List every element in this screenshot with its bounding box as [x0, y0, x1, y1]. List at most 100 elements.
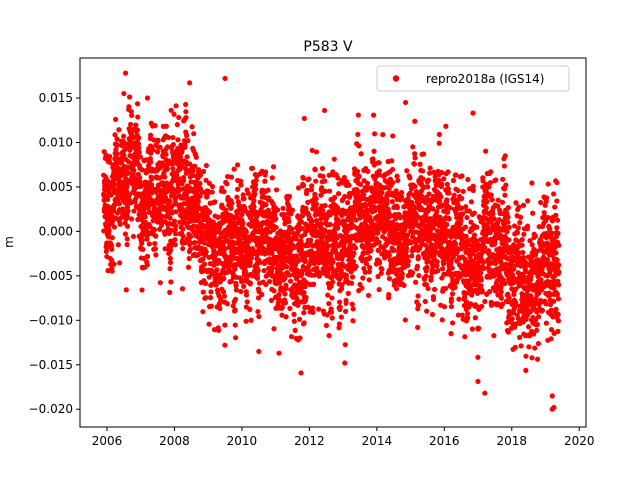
data-point: [249, 235, 255, 241]
data-point: [175, 137, 181, 143]
data-point: [122, 70, 129, 76]
data-point: [269, 265, 275, 271]
data-point: [173, 172, 180, 178]
data-point: [519, 236, 525, 243]
data-point: [502, 280, 508, 286]
legend-marker: [392, 75, 400, 82]
data-point: [529, 180, 535, 186]
data-point: [172, 242, 178, 248]
data-point: [124, 236, 130, 242]
data-point: [465, 176, 471, 183]
data-point: [365, 292, 372, 299]
data-point: [502, 224, 508, 230]
data-point: [229, 200, 235, 206]
data-point: [312, 191, 318, 197]
data-point: [325, 292, 331, 298]
data-point: [482, 390, 488, 396]
data-point: [206, 209, 213, 215]
data-point: [556, 262, 562, 268]
data-point: [310, 281, 317, 287]
data-point: [187, 80, 193, 86]
data-point: [234, 162, 241, 168]
data-point: [127, 94, 133, 100]
x-tick-label: 2010: [227, 434, 258, 448]
data-point: [299, 268, 305, 274]
data-point: [279, 312, 285, 318]
data-point: [366, 277, 372, 283]
data-point: [300, 182, 307, 189]
data-point: [468, 199, 475, 205]
data-point: [302, 283, 308, 290]
data-point: [322, 178, 328, 184]
data-point: [338, 314, 344, 320]
data-point: [512, 344, 518, 351]
data-point: [335, 175, 341, 181]
data-point: [490, 211, 496, 217]
data-point: [439, 317, 445, 323]
data-point: [201, 261, 208, 267]
data-point: [355, 189, 361, 195]
data-point: [135, 141, 142, 147]
data-point: [532, 233, 538, 239]
data-point: [167, 198, 173, 204]
data-point: [286, 193, 293, 199]
data-point: [363, 261, 370, 267]
data-point: [367, 214, 373, 220]
data-point: [460, 188, 466, 194]
data-point: [326, 333, 332, 339]
legend-label: repro2018a (IGS14): [426, 72, 544, 86]
data-point: [124, 214, 130, 220]
data-point: [276, 275, 282, 282]
data-point: [174, 122, 180, 128]
data-point: [435, 268, 441, 274]
data-point: [303, 205, 309, 212]
data-point: [425, 184, 431, 190]
data-point: [474, 224, 480, 230]
data-point: [296, 316, 303, 322]
data-point: [556, 269, 562, 275]
data-point: [393, 286, 400, 292]
data-point: [278, 228, 284, 234]
data-point: [182, 144, 188, 150]
data-point: [164, 189, 170, 195]
data-point: [534, 356, 541, 362]
y-tick-label: 0.005: [39, 180, 73, 194]
data-point: [179, 148, 185, 154]
data-point: [413, 279, 419, 285]
data-point: [350, 258, 357, 265]
data-point: [162, 174, 168, 180]
data-point: [277, 280, 283, 286]
data-point: [321, 227, 328, 233]
data-point: [190, 168, 196, 174]
data-point: [292, 327, 298, 333]
data-point: [253, 186, 259, 192]
data-point: [548, 307, 554, 313]
data-point: [222, 75, 228, 82]
data-point: [203, 294, 209, 301]
data-point: [138, 183, 144, 189]
y-tick-label: −0.015: [29, 358, 73, 372]
data-point: [301, 320, 307, 326]
data-point: [471, 232, 478, 238]
data-point: [529, 355, 535, 361]
data-point: [394, 204, 401, 211]
data-point: [502, 192, 508, 198]
y-tick-label: 0.000: [39, 224, 73, 238]
y-tick-label: −0.010: [29, 313, 73, 327]
data-point: [472, 315, 478, 321]
data-point: [298, 370, 304, 376]
data-point: [188, 233, 194, 240]
data-point: [253, 214, 260, 220]
data-point: [186, 255, 192, 262]
data-point: [251, 197, 257, 204]
data-point: [442, 285, 449, 292]
data-point: [449, 265, 455, 271]
data-point: [162, 231, 168, 237]
data-point: [170, 134, 176, 141]
data-point: [309, 183, 315, 189]
data-point: [493, 177, 499, 183]
data-point: [422, 298, 428, 305]
data-point: [136, 175, 143, 181]
data-point: [554, 291, 560, 298]
data-point: [551, 298, 557, 304]
